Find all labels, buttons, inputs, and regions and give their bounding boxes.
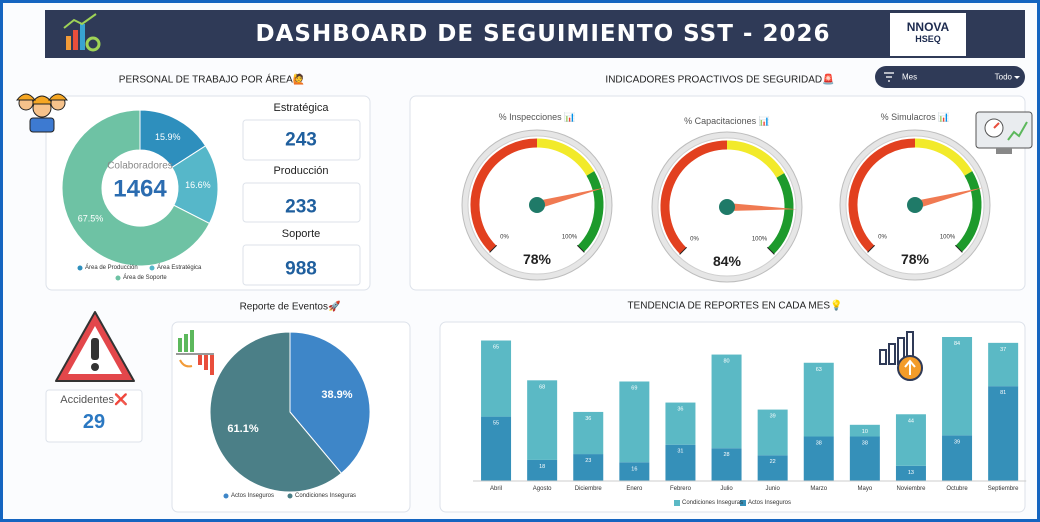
x-tick-label: Julio <box>720 486 733 492</box>
gauge-hub <box>907 197 923 213</box>
bar-value-label: 38 <box>862 441 868 447</box>
gauge-value-label: 78% <box>523 251 552 267</box>
monitor-icon <box>976 112 1032 154</box>
bar-value-label: 22 <box>770 459 776 465</box>
legend-swatch <box>116 276 121 281</box>
gauge-tick-label: 100% <box>562 235 578 241</box>
legend-swatch <box>288 494 293 499</box>
x-tick-label: Octubre <box>946 486 968 492</box>
page: { "header": {"title": "DASHBOARD DE SEGU… <box>0 0 1040 522</box>
bar-value-label: 69 <box>631 385 637 391</box>
bar-segment <box>619 381 649 462</box>
filter-label: Mes <box>902 73 917 82</box>
x-tick-label: Septiembre <box>988 486 1019 492</box>
bar-segment <box>988 386 1018 481</box>
section-title: Reporte de Eventos🚀 <box>240 300 341 313</box>
x-tick-label: Febrero <box>670 486 692 492</box>
gauge-tick-label: 0% <box>690 237 699 243</box>
legend-label: Área Estratégica <box>157 264 202 271</box>
kpi-label: Producción <box>273 165 328 177</box>
gauge-value-label: 78% <box>901 251 930 267</box>
section-title: TENDENCIA DE REPORTES EN CADA MES💡 <box>627 299 842 312</box>
legend-swatch <box>78 266 83 271</box>
bar-value-label: 10 <box>862 429 868 435</box>
bar-value-label: 23 <box>585 458 591 464</box>
kpi-value: 243 <box>285 130 317 151</box>
legend-label: Condiciones Inseguras <box>295 493 356 499</box>
section-title: PERSONAL DE TRABAJO POR ÁREA🙋 <box>119 73 305 86</box>
legend-swatch <box>224 494 229 499</box>
bar-segment <box>481 341 511 417</box>
bar-value-label: 68 <box>539 384 545 390</box>
gauge-hub <box>719 199 735 215</box>
legend-label: Área de Producción <box>85 264 138 271</box>
legend-label: Condiciones Inseguras <box>682 500 743 506</box>
x-tick-label: Marzo <box>810 486 827 492</box>
x-tick-label: Abril <box>490 486 502 492</box>
slice-label: 61.1% <box>227 423 258 435</box>
x-tick-label: Diciembre <box>575 486 603 492</box>
bar-segment <box>804 363 834 437</box>
legend-swatch <box>150 266 155 271</box>
x-tick-label: Mayo <box>858 486 873 492</box>
bar-value-label: 38 <box>816 441 822 447</box>
gauge-title: % Simulacros 📊 <box>881 111 950 122</box>
x-tick-label: Enero <box>626 486 643 492</box>
bar-value-label: 37 <box>1000 347 1006 353</box>
gauge-value-label: 84% <box>713 253 742 269</box>
bar-segment <box>712 355 742 449</box>
bar-value-label: 81 <box>1000 390 1006 396</box>
donut-center-value: 1464 <box>113 176 167 203</box>
bar-value-label: 18 <box>539 464 545 470</box>
bar-value-label: 39 <box>770 414 776 420</box>
bar-value-label: 31 <box>677 449 683 455</box>
bar-value-label: 16 <box>631 466 637 472</box>
legend-swatch <box>674 500 680 506</box>
gauge-tick-label: 0% <box>500 235 509 241</box>
section-title: INDICADORES PROACTIVOS DE SEGURIDAD🚨 <box>605 73 834 86</box>
legend-label: Actos Inseguros <box>231 493 274 499</box>
gauge-hub <box>529 197 545 213</box>
donut-center-label: Colaboradores <box>107 161 173 172</box>
kpi-value: 988 <box>285 259 317 280</box>
accidents-value: 29 <box>83 411 105 433</box>
bar-value-label: 28 <box>723 452 729 458</box>
bar-value-label: 44 <box>908 418 914 424</box>
bar-value-label: 36 <box>677 407 683 413</box>
x-tick-label: Agosto <box>533 486 552 492</box>
kpi-label: Estratégica <box>273 102 329 114</box>
bar-value-label: 65 <box>493 345 499 351</box>
slice-label: 15.9% <box>155 132 181 142</box>
x-tick-label: Junio <box>765 486 780 492</box>
x-tick-label: Noviembre <box>896 486 926 492</box>
slice-label: 67.5% <box>78 213 104 223</box>
gauge-tick-label: 100% <box>940 235 956 241</box>
bar-value-label: 55 <box>493 421 499 427</box>
gauge-title: % Capacitaciones 📊 <box>684 115 770 126</box>
bar-segment <box>527 380 557 460</box>
logo-subtext: HSEQ <box>915 34 941 44</box>
legend-label: Área de Soporte <box>123 274 167 281</box>
filter-value[interactable]: Todo <box>995 73 1013 82</box>
bar-value-label: 84 <box>954 341 960 347</box>
logo-text: NNOVA <box>907 20 950 34</box>
slice-label: 16.6% <box>185 180 211 190</box>
bar-segment <box>942 337 972 435</box>
kpi-label: Soporte <box>282 228 321 240</box>
bar-value-label: 80 <box>723 359 729 365</box>
bar-value-label: 13 <box>908 470 914 476</box>
header-title: DASHBOARD DE SEGUIMIENTO SST - 2026 <box>256 21 831 47</box>
legend-label: Actos Inseguros <box>748 500 791 506</box>
bar-value-label: 36 <box>585 416 591 422</box>
bar-value-label: 39 <box>954 439 960 445</box>
gauge-tick-label: 0% <box>878 235 887 241</box>
slice-label: 38.9% <box>321 389 352 401</box>
bar-value-label: 63 <box>816 367 822 373</box>
gauge-tick-label: 100% <box>752 237 768 243</box>
accidents-label: Accidentes❌ <box>60 393 128 406</box>
dashboard: DASHBOARD DE SEGUIMIENTO SST - 2026 NNOV… <box>0 0 1040 522</box>
kpi-value: 233 <box>285 197 317 218</box>
gauge-title: % Inspecciones 📊 <box>499 111 576 122</box>
